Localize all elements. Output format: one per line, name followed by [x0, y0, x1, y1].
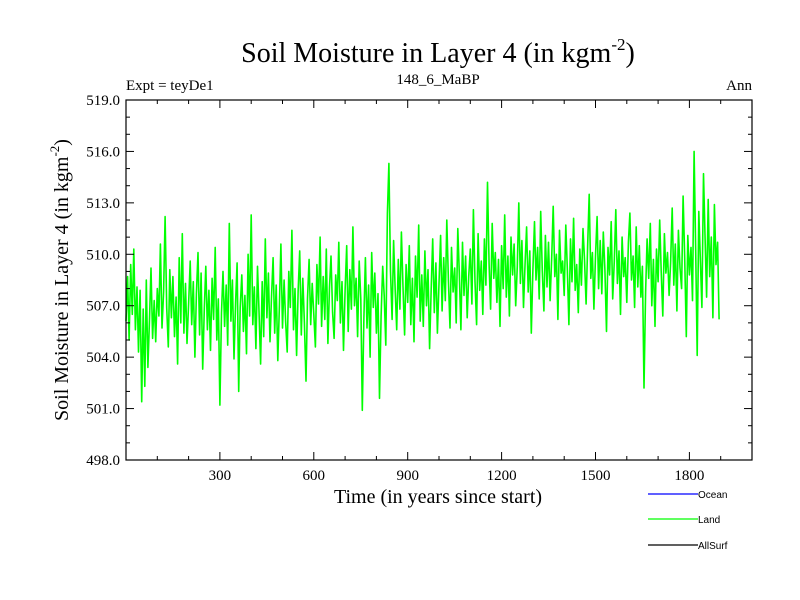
x-tick-label: 1500 [581, 468, 611, 484]
y-tick-label: 519.0 [86, 93, 120, 109]
legend-allsurf-label: AllSurf [698, 541, 728, 552]
y-tick-label: 516.0 [86, 144, 120, 160]
chart-title: Soil Moisture in Layer 4 (in kgm-2) [241, 35, 635, 69]
subtitle-left: Expt = teyDe1 [126, 78, 214, 94]
y-tick-label: 504.0 [86, 350, 120, 366]
x-tick-label: 600 [303, 468, 326, 484]
y-tick-label: 507.0 [86, 299, 120, 315]
subtitle-center: 148_6_MaBP [396, 72, 479, 88]
x-axis-label: Time (in years since start) [334, 486, 542, 508]
legend-land-label: Land [698, 515, 720, 526]
x-tick-label: 1200 [487, 468, 517, 484]
y-axis-label: Soil Moisture in Layer 4 (in kgm-2) [47, 139, 73, 421]
plot-area: 300 600 900 1200 1500 1800 498.0 501.0 504.0 507.… [86, 93, 753, 484]
x-tick-label: 1800 [674, 468, 704, 484]
x-tick-label: 300 [209, 468, 232, 484]
y-tick-label: 498.0 [86, 453, 120, 469]
legend-ocean-label: Ocean [698, 490, 727, 501]
x-tick-label: 900 [396, 468, 419, 484]
legend: Ocean Land AllSurf [648, 490, 728, 552]
series-line-land [125, 150, 720, 412]
y-tick-label: 501.0 [86, 402, 120, 418]
y-tick-label: 510.0 [86, 247, 120, 263]
y-tick-label: 513.0 [86, 196, 120, 212]
subtitle-right: Ann [726, 78, 752, 94]
